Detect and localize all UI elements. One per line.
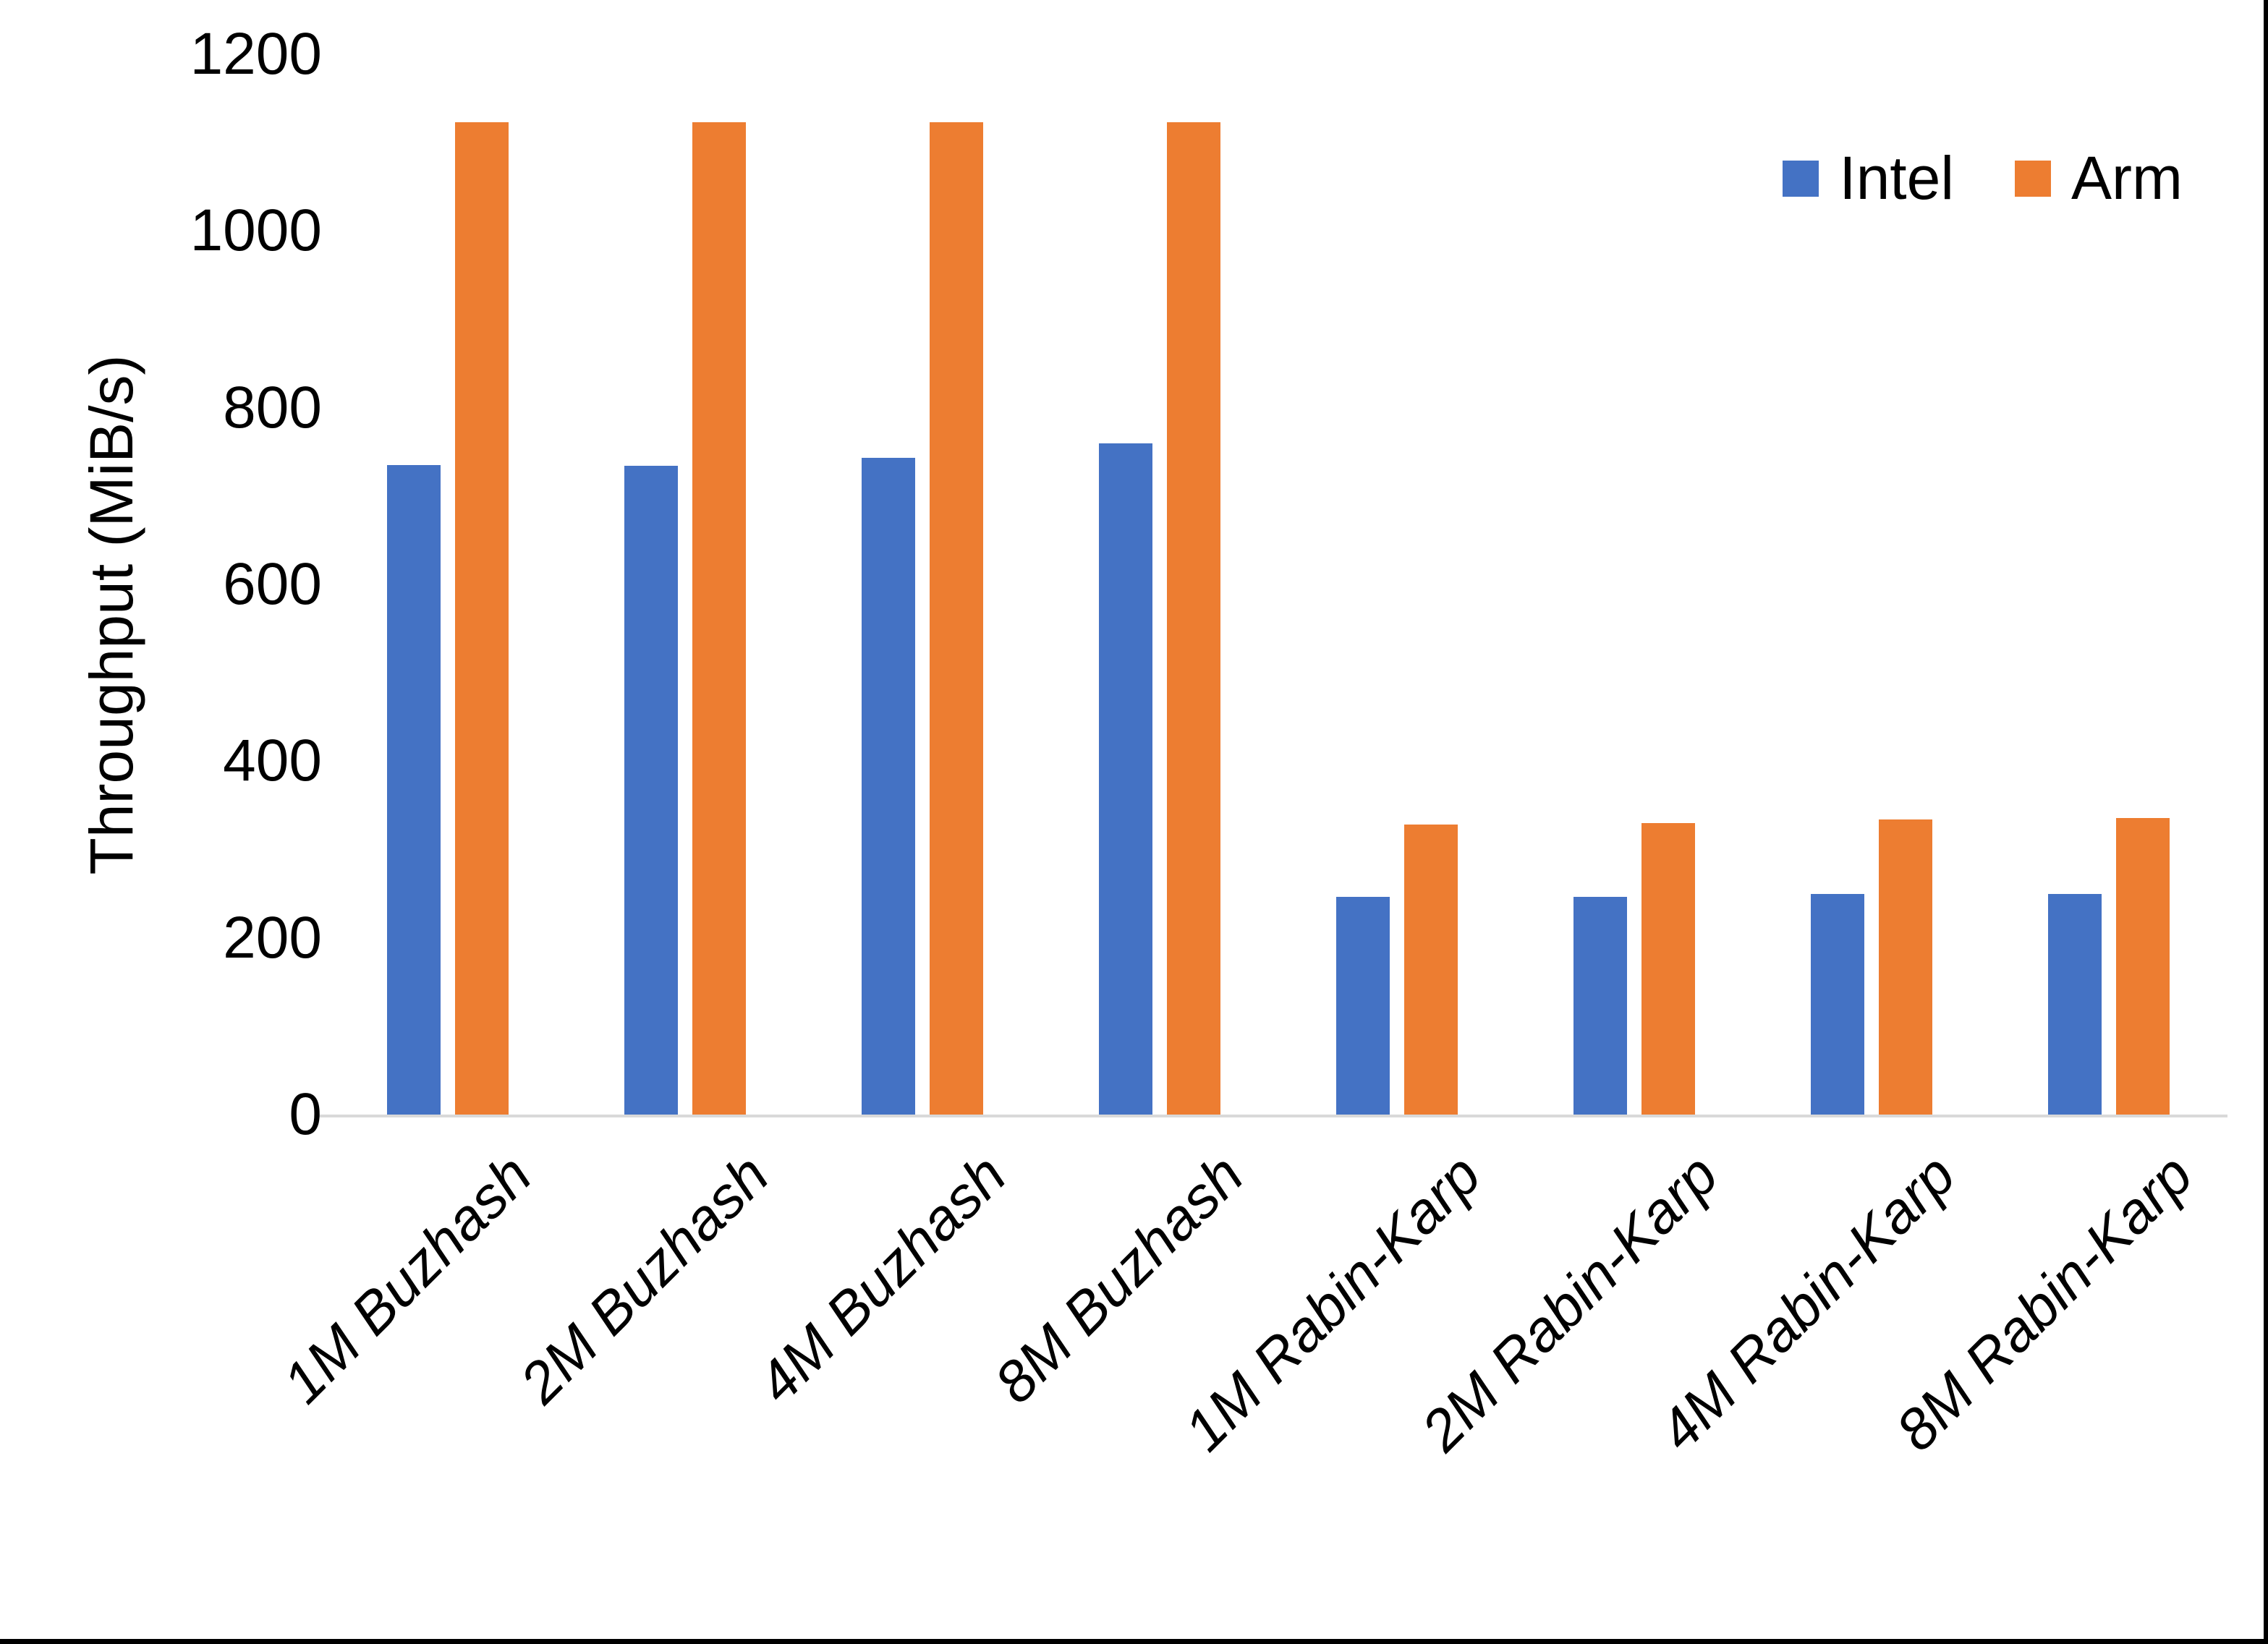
intel-bar: [1811, 894, 1864, 1115]
intel-bar: [2048, 894, 2102, 1115]
bar-group: [1753, 54, 1990, 1115]
intel-bar: [1573, 897, 1627, 1115]
arm-bar: [1404, 825, 1458, 1115]
bar-group: [1278, 54, 1516, 1115]
bar-group: [1041, 54, 1278, 1115]
arm-bar: [1167, 122, 1220, 1115]
intel-bar: [1336, 897, 1390, 1115]
x-category-label: 1M Buzhash: [270, 1142, 544, 1415]
y-tick-label: 200: [223, 905, 322, 971]
x-category-label: 2M Buzhash: [507, 1142, 781, 1415]
arm-bar: [1641, 823, 1695, 1115]
intel-bar: [1099, 443, 1152, 1115]
arm-bar: [455, 122, 509, 1115]
intel-bar: [624, 466, 678, 1115]
legend-item-intel: Intel: [1783, 143, 1954, 213]
x-category-label: 2M Rabin-Karp: [1409, 1142, 1730, 1463]
arm-legend-swatch-icon: [2015, 160, 2052, 197]
intel-legend-swatch-icon: [1783, 160, 1819, 197]
bar-group: [1990, 54, 2227, 1115]
bar-group: [1516, 54, 1753, 1115]
y-tick-label: 600: [223, 551, 322, 617]
arm-bar: [930, 122, 983, 1115]
y-tick-label: 800: [223, 375, 322, 440]
x-category-label: 4M Rabin-Karp: [1646, 1142, 1968, 1463]
plot-area: [329, 54, 2227, 1115]
x-axis-line: [315, 1115, 2227, 1117]
y-tick-label: 0: [289, 1081, 322, 1147]
bar-group: [329, 54, 566, 1115]
window-border-bottom: [0, 1639, 2268, 1644]
bar-group: [804, 54, 1041, 1115]
intel-bar: [387, 465, 441, 1115]
legend-item-arm: Arm: [2015, 143, 2183, 213]
arm-bar: [692, 122, 746, 1115]
arm-bar: [2116, 818, 2170, 1115]
legend-label: Intel: [1839, 144, 1955, 212]
legend-label: Arm: [2071, 144, 2183, 212]
intel-bar: [862, 458, 915, 1115]
x-category-label: 8M Rabin-Karp: [1883, 1142, 2205, 1463]
x-category-label: 4M Buzhash: [744, 1142, 1019, 1415]
window-border-right: [2264, 0, 2268, 1644]
y-tick-label: 400: [223, 728, 322, 793]
x-category-label: 1M Rabin-Karp: [1171, 1142, 1493, 1463]
bar-group: [566, 54, 804, 1115]
x-category-label: 8M Buzhash: [982, 1142, 1256, 1415]
y-tick-label: 1200: [190, 21, 322, 87]
arm-bar: [1879, 819, 1932, 1115]
legend: Intel Arm: [1783, 143, 2183, 213]
y-tick-label: 1000: [190, 197, 322, 263]
